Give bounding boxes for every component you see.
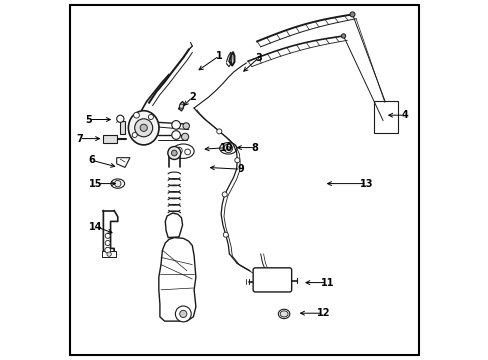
Circle shape <box>181 133 188 140</box>
Circle shape <box>349 12 354 17</box>
Circle shape <box>171 121 180 129</box>
Text: 14: 14 <box>89 222 102 232</box>
Circle shape <box>175 147 182 154</box>
Text: 15: 15 <box>89 179 102 189</box>
Text: 12: 12 <box>316 308 330 318</box>
Circle shape <box>234 158 239 163</box>
Circle shape <box>184 149 190 155</box>
Circle shape <box>133 112 139 118</box>
Polygon shape <box>117 158 130 167</box>
Circle shape <box>179 104 183 108</box>
Circle shape <box>117 115 123 122</box>
Circle shape <box>226 147 230 150</box>
Text: 11: 11 <box>320 278 333 288</box>
Circle shape <box>341 34 345 38</box>
Text: 5: 5 <box>85 114 92 125</box>
Ellipse shape <box>280 311 287 317</box>
Circle shape <box>171 131 180 139</box>
Circle shape <box>222 192 227 197</box>
Text: 3: 3 <box>255 53 262 63</box>
Circle shape <box>282 312 285 316</box>
FancyBboxPatch shape <box>253 268 291 292</box>
Circle shape <box>223 232 228 237</box>
Text: 7: 7 <box>76 134 83 144</box>
Circle shape <box>132 132 137 138</box>
Ellipse shape <box>219 143 237 154</box>
Text: 2: 2 <box>188 92 195 102</box>
Text: 8: 8 <box>251 143 258 153</box>
Circle shape <box>104 247 110 253</box>
Text: 13: 13 <box>360 179 373 189</box>
Text: 6: 6 <box>88 155 95 165</box>
Circle shape <box>105 240 110 246</box>
Circle shape <box>167 147 181 159</box>
Circle shape <box>107 252 111 256</box>
Circle shape <box>175 306 191 322</box>
Ellipse shape <box>172 144 194 158</box>
Text: 10: 10 <box>219 143 233 153</box>
Circle shape <box>224 144 232 153</box>
Text: 9: 9 <box>237 164 244 174</box>
Circle shape <box>140 124 147 131</box>
Ellipse shape <box>278 309 289 319</box>
Circle shape <box>105 233 110 238</box>
Circle shape <box>179 310 186 318</box>
Bar <box>373 101 397 133</box>
Circle shape <box>148 114 153 120</box>
Ellipse shape <box>111 179 124 188</box>
Text: 4: 4 <box>401 110 407 120</box>
Circle shape <box>216 129 222 134</box>
Bar <box>120 121 124 134</box>
Circle shape <box>171 150 177 156</box>
Circle shape <box>114 180 121 187</box>
Circle shape <box>134 119 152 137</box>
Bar <box>102 251 116 257</box>
Text: 1: 1 <box>216 51 222 61</box>
Circle shape <box>183 123 189 129</box>
Polygon shape <box>165 213 182 238</box>
Bar <box>103 135 117 143</box>
Polygon shape <box>159 238 196 321</box>
Ellipse shape <box>128 111 159 145</box>
